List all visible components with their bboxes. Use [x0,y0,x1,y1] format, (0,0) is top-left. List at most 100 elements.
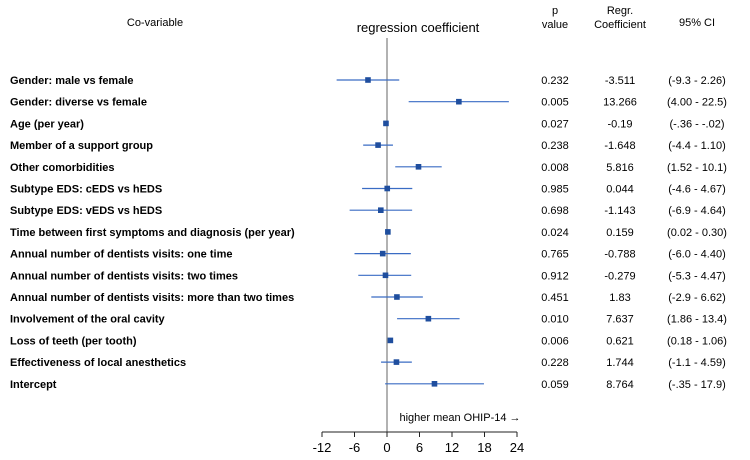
regr-coefficient: 1.744 [606,357,634,369]
table-row: Involvement of the oral cavity 0.010 7.637… [10,314,727,326]
header-covariable: Co-variable [127,17,183,29]
row-label: Annual number of dentists visits: more t… [10,292,294,304]
p-value: 0.008 [541,162,569,174]
table-row: Subtype EDS: cEDS vs hEDS 0.985 0.044 (-4.6… [10,184,726,196]
x-tick-label: 6 [416,440,423,455]
table-row: Annual number of dentists visits: one ti… [10,249,726,261]
header-regr-line1: Regr. [607,5,633,17]
ci-text: (-.35 - 17.9) [668,379,725,391]
row-label: Other comorbidities [10,162,115,174]
ci-text: (-2.9 - 6.62) [668,292,725,304]
header-p-line1: p [552,5,558,17]
p-value: 0.006 [541,335,569,347]
regr-coefficient: -0.279 [604,270,635,282]
row-label: Subtype EDS: vEDS vs hEDS [10,205,162,217]
ci-text: (-6.0 - 4.40) [668,249,725,261]
regr-coefficient: 8.764 [606,379,634,391]
row-label: Annual number of dentists visits: two ti… [10,270,238,282]
x-tick-label: -6 [349,440,361,455]
p-value: 0.059 [541,379,569,391]
x-tick-label: 12 [445,440,459,455]
x-tick-label: -12 [313,440,332,455]
x-axis: -12 -6 0 6 12 18 24 [313,431,524,455]
p-value: 0.005 [541,97,569,109]
regr-coefficient: -0.788 [604,249,635,261]
row-label: Age (per year) [10,118,84,130]
regr-coefficient: 7.637 [606,314,634,326]
x-tick-label: 18 [477,440,491,455]
coefficient-marker [425,315,432,322]
ci-text: (1.86 - 13.4) [667,314,727,326]
row-label: Gender: diverse vs female [10,97,147,109]
ci-text: (0.02 - 0.30) [667,227,727,239]
p-value: 0.027 [541,118,569,130]
coefficient-marker [384,185,391,192]
ci-text: (-4.4 - 1.10) [668,140,725,152]
ci-text: (4.00 - 22.5) [667,97,727,109]
direction-note: higher mean OHIP-14 → [399,412,520,424]
coefficient-marker [393,359,400,365]
header-regr-line2: Coefficient [594,19,646,31]
row-label: Loss of teeth (per tooth) [10,335,137,347]
regr-coefficient: 13.266 [603,97,637,109]
table-row: Annual number of dentists visits: more t… [10,292,726,304]
regr-coefficient: 0.621 [606,335,634,347]
coefficient-marker [365,77,371,83]
rows-layer: Gender: male vs female 0.232 -3.511 (-9.3 -… [10,38,727,432]
p-value: 0.912 [541,270,569,282]
row-label: Subtype EDS: cEDS vs hEDS [10,184,162,196]
regr-coefficient: 0.159 [606,227,634,239]
ci-text: (-9.3 - 2.26) [668,75,725,87]
p-value: 0.228 [541,357,569,369]
regr-coefficient: 1.83 [609,292,630,304]
p-value: 0.985 [541,184,569,196]
chart-title: regression coefficient [357,20,480,35]
ci-text: (-5.3 - 4.47) [668,270,725,282]
regr-coefficient: -0.19 [607,118,632,130]
row-label: Gender: male vs female [10,75,134,87]
coefficient-marker [431,381,438,387]
ci-text: (1.52 - 10.1) [667,162,727,174]
coefficient-marker [456,98,462,105]
ci-text: (-6.9 - 4.64) [668,205,725,217]
coefficient-marker [379,250,386,257]
coefficient-marker [394,294,400,300]
coefficient-marker [383,120,389,127]
table-row: Time between first symptoms and diagnosi… [10,227,727,239]
coefficient-marker [387,337,394,344]
row-label: Involvement of the oral cavity [10,314,166,326]
p-value: 0.024 [541,227,569,239]
regr-coefficient: 0.044 [606,184,634,196]
coefficient-marker [382,272,389,279]
header-p-line2: value [542,19,568,31]
row-label: Member of a support group [10,140,153,152]
p-value: 0.232 [541,75,569,87]
table-row: Subtype EDS: vEDS vs hEDS 0.698 -1.143 (-6.… [10,205,726,217]
row-label: Time between first symptoms and diagnosi… [10,227,295,239]
header-ci: 95% CI [679,17,715,29]
ci-text: (-4.6 - 4.67) [668,184,725,196]
row-label: Annual number of dentists visits: one ti… [10,249,232,261]
ci-text: (-1.1 - 4.59) [668,357,725,369]
coefficient-marker [385,229,391,235]
regr-coefficient: -3.511 [605,75,635,87]
ci-text: (-.36 - -.02) [669,118,724,130]
row-label: Effectiveness of local anesthetics [10,357,186,369]
table-row: Loss of teeth (per tooth) 0.006 0.621 (0.18… [10,335,727,347]
table-row: Gender: diverse vs female 0.005 13.266 (4.0… [10,97,727,109]
x-tick-label: 0 [383,440,390,455]
table-row: Gender: male vs female 0.232 -3.511 (-9.3 -… [10,75,726,87]
ci-text: (0.18 - 1.06) [667,335,727,347]
p-value: 0.765 [541,249,569,261]
regr-coefficient: -1.143 [604,205,635,217]
coefficient-marker [378,207,384,213]
coefficient-marker [415,164,422,170]
regr-coefficient: -1.648 [604,140,635,152]
x-tick-label: 24 [510,440,524,455]
coefficient-marker [375,142,381,148]
table-row: Age (per year) 0.027 -0.19 (-.36 - -.02) [10,118,725,130]
table-row: Other comorbidities 0.008 5.816 (1.52 - 10.… [10,162,727,174]
table-row: Annual number of dentists visits: two ti… [10,270,726,282]
p-value: 0.451 [541,292,569,304]
